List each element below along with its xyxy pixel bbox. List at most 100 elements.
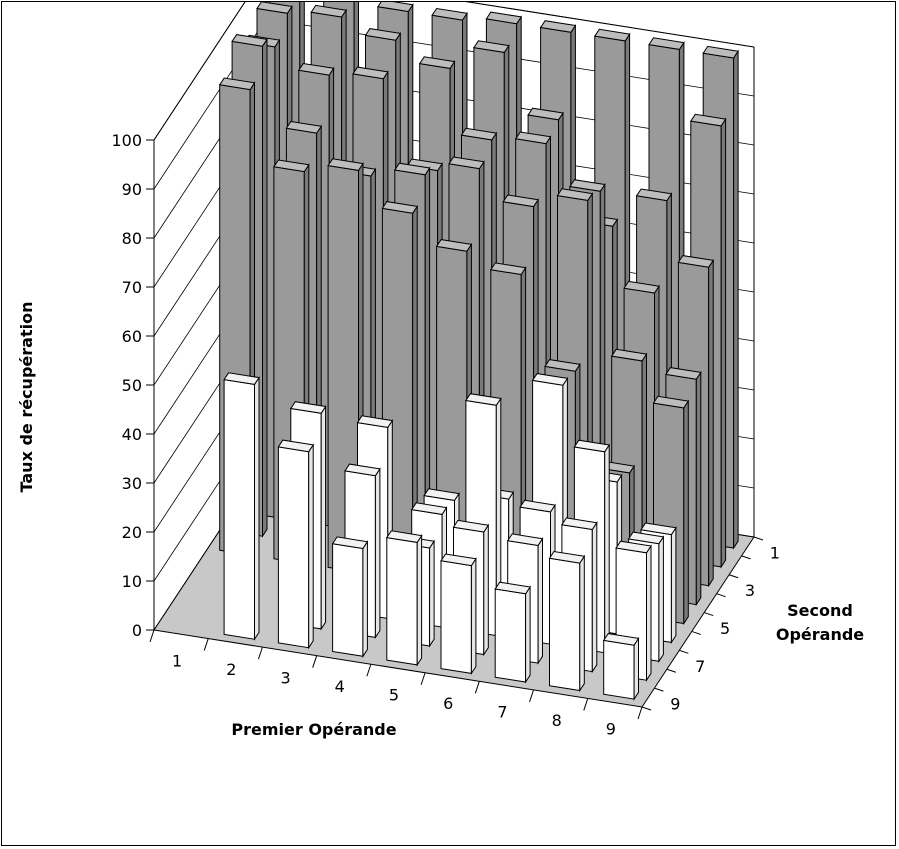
y-tick-label: 10 [122, 572, 142, 591]
bar-side [708, 258, 714, 588]
bar-top [610, 348, 648, 362]
bar [494, 581, 531, 684]
bar-front [494, 588, 527, 683]
bar-side [720, 117, 727, 569]
x-tick [474, 681, 480, 694]
x-tick-label: 6 [443, 694, 453, 713]
bar-side [362, 540, 368, 658]
bar-side [470, 557, 477, 676]
bar-top [539, 20, 577, 33]
bar-top [356, 415, 394, 428]
z-tick-label: 9 [670, 695, 680, 714]
x-tick [583, 698, 589, 711]
bar-side [695, 370, 702, 607]
bar-top [635, 188, 673, 202]
z-tick [716, 593, 726, 598]
bar-top [544, 359, 581, 372]
bar-top [502, 194, 539, 208]
x-tick [420, 672, 426, 685]
bar-side [537, 537, 543, 665]
x-tick-label: 4 [335, 677, 345, 696]
bar-top [431, 7, 468, 21]
bar-top [381, 201, 419, 214]
bar-top [569, 179, 606, 192]
bar-top [519, 499, 556, 513]
bar-top [364, 28, 402, 41]
z-tick-label: 1 [770, 543, 780, 562]
bar-top [377, 2, 414, 13]
x-tick [637, 706, 643, 720]
z-tick [691, 630, 701, 635]
y-tick-label: 40 [122, 425, 142, 444]
z-axis-line [641, 536, 755, 708]
bar-top [640, 522, 677, 536]
bar-top [602, 633, 640, 646]
bar-front [440, 560, 472, 674]
y-axis-title: Taux de récupération [17, 302, 36, 493]
y-tick-label: 60 [122, 327, 142, 346]
bar-side [683, 399, 689, 626]
bar-side [429, 539, 435, 648]
y-tick-label: 100 [111, 131, 142, 150]
bar-top [410, 502, 448, 515]
bar-side [579, 554, 585, 693]
z-tick [728, 574, 739, 579]
bar-side [733, 49, 739, 550]
bar-side [604, 443, 610, 655]
bar [277, 439, 315, 650]
z-tick-label: 3 [745, 581, 755, 600]
bar-top [485, 11, 523, 25]
y-tick-label: 50 [122, 376, 142, 395]
bar-top [494, 581, 531, 595]
bar-side [262, 37, 268, 538]
bar-top [331, 536, 369, 550]
bar-side [374, 467, 381, 640]
bar-top [527, 107, 564, 121]
bar-side [525, 585, 531, 684]
bar-top [531, 373, 569, 386]
x-tick [529, 689, 535, 703]
bar-top [418, 56, 456, 69]
z-tick [741, 555, 751, 560]
bar-top [460, 127, 498, 141]
x-tick [366, 664, 372, 677]
bar [223, 372, 260, 641]
bar-top [452, 519, 490, 533]
bar-front [603, 639, 635, 700]
bar-top [256, 2, 293, 14]
bar-top [623, 280, 660, 294]
z-tick [753, 536, 764, 541]
x-tick [257, 646, 263, 660]
bar-side [670, 526, 677, 645]
x-tick-label: 7 [497, 703, 507, 722]
x-tick-label: 8 [552, 711, 562, 730]
bar-top [277, 439, 315, 453]
bar-side [254, 375, 260, 641]
y-tick-label: 0 [132, 621, 142, 640]
bar-top [702, 45, 739, 59]
z-tick [641, 706, 652, 711]
bar-top [556, 188, 594, 201]
bar-top [627, 531, 665, 545]
z-axis-title-line2: Opérande [776, 625, 864, 644]
y-tick-label: 90 [122, 180, 142, 199]
bar-top [273, 159, 310, 173]
z-tick [666, 668, 677, 673]
bar-top [231, 34, 268, 47]
axes [146, 139, 764, 720]
x-tick [203, 638, 209, 651]
bar-side [646, 544, 652, 682]
bar-top [465, 393, 502, 406]
x-tick-label: 9 [606, 720, 616, 739]
bar-side [308, 443, 314, 650]
bar-top [327, 158, 364, 171]
bar-top [352, 66, 389, 80]
bar-top [648, 37, 685, 50]
bar-top [344, 463, 381, 477]
z-axis-title-line1: Second [787, 601, 853, 620]
bar-side [633, 636, 639, 701]
bar-side [416, 533, 423, 667]
